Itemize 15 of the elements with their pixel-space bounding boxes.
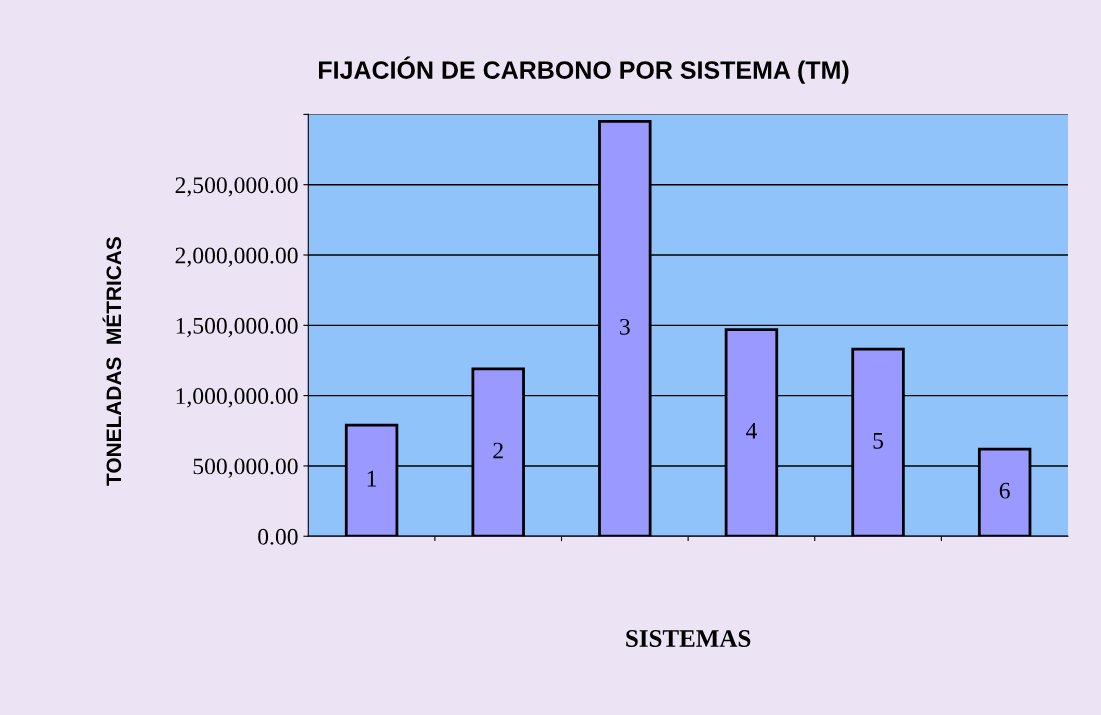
x-axis-title: SISTEMAS <box>626 630 751 647</box>
y-tick-label: 2,500,000.00 <box>175 177 298 197</box>
y-tick-label: 1,000,000.00 <box>176 388 298 408</box>
x-tick-label: 4 <box>745 423 757 439</box>
y-axis-title: TONELADAS MÉTRICAS <box>102 237 122 486</box>
x-tick-label: 2 <box>493 442 503 459</box>
y-tick-label: 500,000.00 <box>193 458 298 478</box>
y-tick-label: 0.00 <box>258 528 298 545</box>
x-tick-label: 6 <box>999 482 1010 499</box>
chart-title: FIJACIÓN DE CARBONO POR SISTEMA (TM) <box>319 56 849 84</box>
x-tick-label: 5 <box>873 432 884 449</box>
y-tick-label: 2,000,000.00 <box>175 247 298 267</box>
x-tick-label: 3 <box>620 318 630 335</box>
x-tick-label: 1 <box>367 470 377 487</box>
y-tick-label: 1,500,000.00 <box>176 317 298 338</box>
